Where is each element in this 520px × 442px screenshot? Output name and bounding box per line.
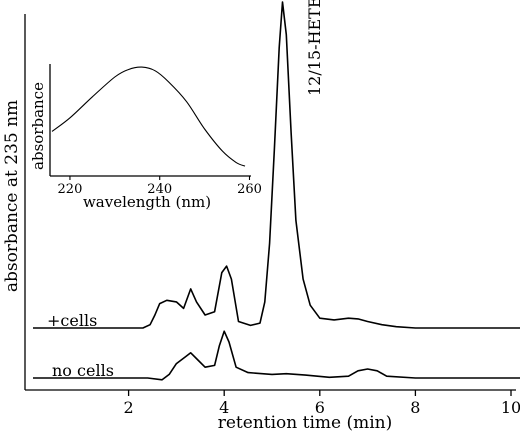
main-x-tick-label: 4 — [219, 398, 229, 417]
inset-trace — [51, 66, 246, 167]
main-x-tick-label: 6 — [315, 398, 325, 417]
main-x-tick-label: 8 — [410, 398, 420, 417]
inset-y-label: absorbance — [29, 82, 47, 170]
inset-spectrum-line — [51, 66, 246, 167]
inset-x-tick-label: 260 — [237, 182, 262, 197]
series-line-no-cells — [33, 330, 520, 381]
peak-annotation-12-15-hete: 12/15-HETE — [305, 0, 324, 96]
main-x-tick-label: 10 — [501, 398, 520, 417]
series-label-plus-cells: +cells — [47, 311, 97, 330]
inset-x-label: wavelength (nm) — [83, 193, 211, 211]
main-x-ticks: 2 4 6 8 10 — [124, 390, 520, 417]
inset-x-tick-label: 220 — [58, 182, 83, 197]
main-traces — [33, 1, 520, 381]
main-y-label: absorbance at 235 nm — [2, 100, 22, 292]
inset-x-ticks: 220 240 260 — [58, 176, 262, 197]
uv-spectrum-inset: 220 240 260 wavelength (nm) absorbance — [29, 64, 262, 211]
main-x-label: retention time (min) — [218, 413, 393, 433]
main-x-tick-label: 2 — [124, 398, 134, 417]
series-line-plus-cells — [33, 1, 520, 329]
inset-x-tick-label: 240 — [147, 182, 172, 197]
series-label-no-cells: no cells — [52, 361, 114, 380]
